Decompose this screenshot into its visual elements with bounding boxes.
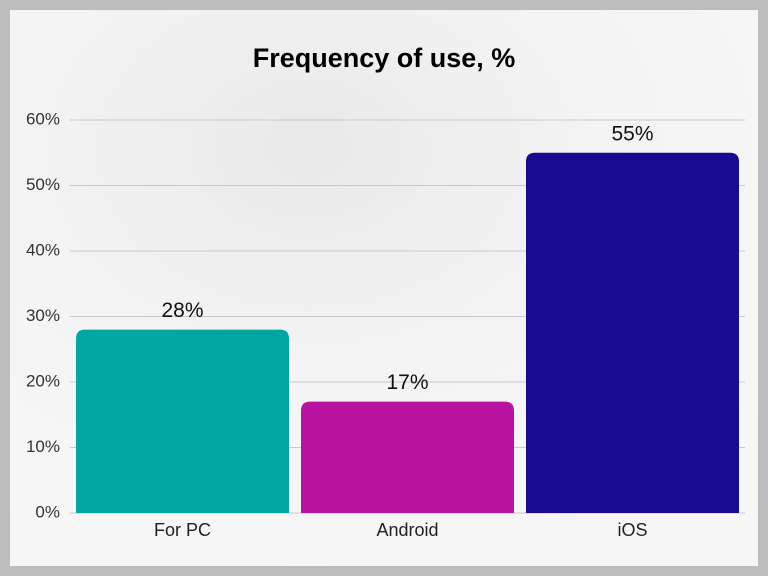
bar — [526, 152, 739, 513]
value-label: 28% — [161, 299, 203, 322]
x-tick-label: iOS — [617, 520, 647, 540]
value-label: 55% — [611, 122, 653, 145]
chart-title: Frequency of use, % — [253, 43, 516, 73]
x-tick-label: For PC — [154, 520, 211, 540]
x-tick-label: Android — [376, 520, 438, 540]
y-tick-label: 30% — [26, 306, 60, 325]
bar — [301, 401, 514, 513]
y-tick-label: 20% — [26, 371, 60, 390]
bar — [76, 329, 289, 513]
y-tick-label: 0% — [35, 502, 60, 521]
y-tick-label: 50% — [26, 175, 60, 194]
y-tick-label: 40% — [26, 240, 60, 259]
y-tick-label: 10% — [26, 437, 60, 456]
value-label: 17% — [386, 371, 428, 394]
y-tick-label: 60% — [26, 109, 60, 128]
